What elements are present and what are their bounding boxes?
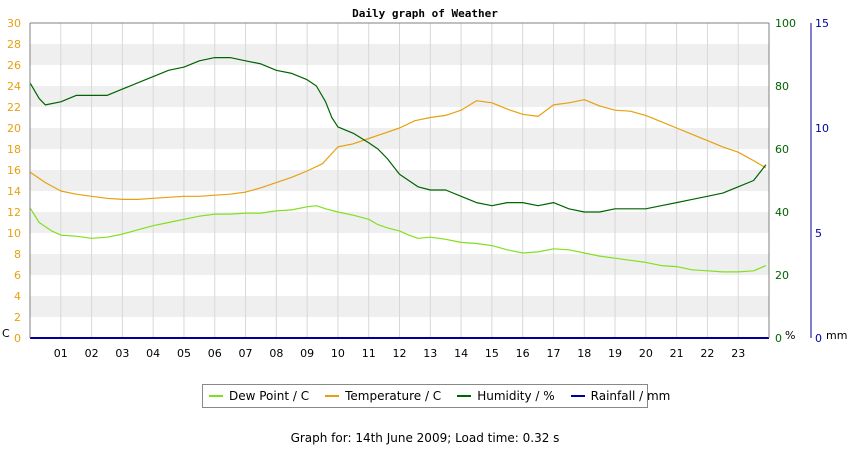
humidity-tick-label: 60 — [775, 143, 789, 156]
legend-label: Temperature / C — [345, 389, 442, 403]
x-tick-label: 23 — [731, 347, 745, 360]
temperature-tick-label: 8 — [14, 248, 21, 261]
humidity-tick-label: 80 — [775, 80, 789, 93]
x-tick-label: 13 — [423, 347, 437, 360]
legend: Dew Point / C Temperature / C Humidity / %… — [202, 384, 670, 408]
legend-swatch — [457, 395, 472, 397]
x-tick-label: 05 — [177, 347, 191, 360]
legend-swatch — [209, 395, 223, 397]
series-layer — [29, 56, 769, 339]
x-tick-label: 11 — [362, 347, 376, 360]
x-tick-label: 18 — [577, 347, 591, 360]
legend-label: Rainfall / mm — [590, 389, 671, 403]
temperature-tick-label: 10 — [7, 227, 21, 240]
legend-item: Rainfall / mm — [570, 389, 671, 403]
rainfall-tick-label: 5 — [815, 227, 822, 240]
humidity-axis-ticks: 0 20 40 60 80 100 — [775, 17, 796, 345]
x-tick-label: 09 — [300, 347, 314, 360]
humidity-unit-label: % — [785, 329, 795, 342]
footer-text: Graph for: 14th June 2009; Load time: 0.… — [290, 431, 560, 445]
x-tick-label: 07 — [239, 347, 253, 360]
x-tick-label: 12 — [393, 347, 407, 360]
x-tick-label: 17 — [546, 347, 560, 360]
series-line-humidity — [29, 56, 767, 213]
humidity-tick-label: 40 — [775, 206, 789, 219]
vertical-gridlines — [60, 23, 739, 338]
axes — [29, 22, 812, 338]
humidity-tick-label: 20 — [775, 269, 789, 282]
temperature-tick-label: 24 — [7, 80, 21, 93]
temperature-tick-label: 12 — [7, 206, 21, 219]
temperature-tick-label: 4 — [14, 290, 21, 303]
temperature-tick-label: 0 — [14, 332, 21, 345]
temperature-tick-label: 6 — [14, 269, 21, 282]
temperature-tick-label: 20 — [7, 122, 21, 135]
x-tick-label: 08 — [269, 347, 283, 360]
x-tick-label: 10 — [331, 347, 345, 360]
legend-swatch — [325, 395, 340, 397]
legend-label: Humidity / % — [477, 389, 555, 403]
x-tick-label: 03 — [115, 347, 129, 360]
temperature-tick-label: 28 — [7, 38, 21, 51]
legend-item: Dew Point / C — [209, 389, 309, 403]
rainfall-tick-label: 15 — [815, 17, 829, 30]
temperature-tick-label: 22 — [7, 101, 21, 114]
legend-swatch — [570, 395, 585, 397]
rainfall-tick-label: 0 — [815, 332, 822, 345]
x-tick-label: 21 — [670, 347, 684, 360]
x-tick-label: 06 — [208, 347, 222, 360]
rainfall-unit-label: mm — [826, 329, 847, 342]
rainfall-tick-label: 10 — [815, 122, 829, 135]
legend-item: Temperature / C — [325, 389, 441, 403]
x-tick-label: 22 — [700, 347, 714, 360]
x-axis-ticks: 01 02 03 04 05 06 07 08 09 10 11 12 13 14 15 16 17 18 19 20… — [54, 347, 745, 360]
x-tick-label: 19 — [608, 347, 622, 360]
temperature-tick-label: 18 — [7, 143, 21, 156]
x-tick-label: 02 — [85, 347, 99, 360]
temperature-unit-label: C — [2, 327, 10, 340]
legend-item: Humidity / % — [457, 389, 555, 403]
legend-label: Dew Point / C — [229, 389, 310, 403]
temperature-tick-label: 2 — [14, 311, 21, 324]
rainfall-axis-ticks: 0 5 10 15 — [815, 17, 829, 345]
series-line-dew — [29, 205, 767, 273]
series-line-temperature — [29, 99, 767, 200]
x-tick-label: 01 — [54, 347, 68, 360]
temperature-tick-label: 14 — [7, 185, 21, 198]
x-tick-label: 20 — [639, 347, 653, 360]
humidity-tick-label: 100 — [775, 17, 796, 30]
x-tick-label: 16 — [516, 347, 530, 360]
temperature-tick-label: 16 — [7, 164, 21, 177]
x-tick-label: 14 — [454, 347, 468, 360]
temperature-tick-label: 30 — [7, 17, 21, 30]
x-tick-label: 04 — [146, 347, 160, 360]
chart-title: Daily graph of Weather — [352, 7, 498, 20]
x-tick-label: 15 — [485, 347, 499, 360]
temperature-tick-label: 26 — [7, 59, 21, 72]
humidity-tick-label: 0 — [775, 332, 782, 345]
